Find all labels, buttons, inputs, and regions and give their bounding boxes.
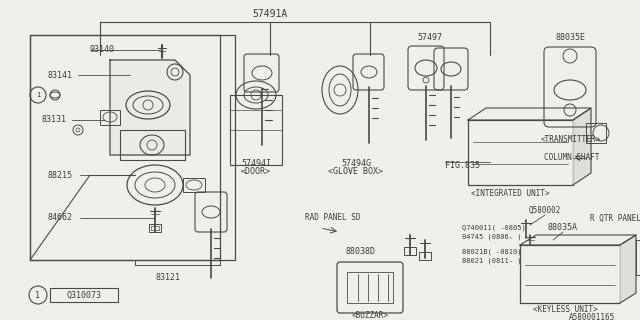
Polygon shape [573,108,591,185]
Text: Q740011( -0805): Q740011( -0805) [462,225,525,231]
Text: 93140: 93140 [90,45,115,54]
Bar [151,226,159,230]
Bar [230,95,282,165]
Bar [149,224,161,232]
Text: 88035A: 88035A [548,223,578,233]
Text: <GLOVE BOX>: <GLOVE BOX> [328,167,383,177]
Text: 88215: 88215 [48,171,73,180]
Text: RAD PANEL SD: RAD PANEL SD [305,213,360,222]
Text: 84662: 84662 [48,213,73,222]
Text: 83141: 83141 [48,70,73,79]
Text: 57494I: 57494I [241,158,271,167]
Text: 88021B( -0810): 88021B( -0810) [462,249,522,255]
Text: 57491A: 57491A [252,9,287,19]
Polygon shape [620,235,636,303]
Text: A580001165: A580001165 [569,314,615,320]
FancyBboxPatch shape [337,262,403,313]
Text: 88021 (0811- ): 88021 (0811- ) [462,258,522,264]
Text: 57494G: 57494G [341,158,371,167]
Text: Q310073: Q310073 [67,291,102,300]
Bar [183,178,205,192]
Text: R QTR PANEL: R QTR PANEL [590,213,640,222]
Bar [468,120,573,185]
Bar [404,247,416,255]
Text: 88038D: 88038D [345,247,375,257]
Bar [520,245,620,303]
Text: <INTEGRATED UNIT>: <INTEGRATED UNIT> [470,189,549,198]
Text: 04745 (0806- ): 04745 (0806- ) [462,234,522,240]
Bar [50,288,118,302]
Text: <BUZZAR>: <BUZZAR> [351,310,388,319]
Text: Q580002: Q580002 [529,205,561,214]
Bar [636,240,640,275]
Text: <TRANSMITTER>: <TRANSMITTER> [541,135,601,145]
Text: 83131: 83131 [42,116,67,124]
Bar [586,123,606,143]
Text: COLUMN SHAFT: COLUMN SHAFT [545,154,600,163]
Text: FIG.835: FIG.835 [445,161,480,170]
Polygon shape [110,60,190,155]
Text: 83121: 83121 [156,274,180,283]
Text: 1: 1 [35,291,40,300]
Text: 88035E: 88035E [556,34,586,43]
Bar [30,35,235,260]
Text: 57497: 57497 [417,34,442,43]
Bar [120,130,185,160]
Text: 1: 1 [36,92,40,98]
Text: <DOOR>: <DOOR> [241,167,271,177]
Text: <KEYLESS UNIT>: <KEYLESS UNIT> [532,306,597,315]
Bar [347,272,393,303]
Bar [419,252,431,260]
Bar [100,110,120,125]
